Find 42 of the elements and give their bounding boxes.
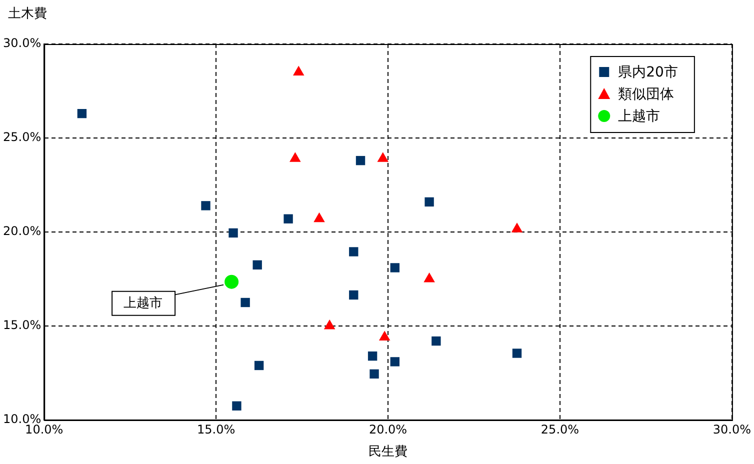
point <box>370 369 379 379</box>
x-tick-label: 30.0% <box>712 422 751 436</box>
annotation: 上越市 <box>124 296 163 312</box>
y-tick-label: 30.0% <box>2 36 42 50</box>
point <box>378 330 390 341</box>
y-tick-label: 25.0% <box>2 130 42 144</box>
point <box>368 351 378 361</box>
x-tick-label: 25.0% <box>540 422 580 436</box>
point <box>224 274 239 289</box>
point <box>511 222 523 232</box>
x-tick-label: 20.0% <box>368 422 408 436</box>
point <box>424 197 434 207</box>
point <box>512 348 522 358</box>
point <box>349 247 358 256</box>
x-tick-label: 15.0% <box>197 422 236 436</box>
point <box>390 357 400 366</box>
point <box>314 212 325 222</box>
legend-label: 上越市 <box>618 108 660 125</box>
point <box>201 201 210 210</box>
point <box>254 360 264 370</box>
point <box>349 290 358 300</box>
legend-label: 類似団体 <box>618 86 674 103</box>
point <box>240 298 250 308</box>
point <box>284 214 293 224</box>
point <box>390 263 400 272</box>
legend-label: 県内20市 <box>618 64 678 81</box>
point <box>228 228 238 238</box>
point <box>290 152 301 162</box>
x-tick-label: 10.0% <box>25 422 64 436</box>
x-axis-title: 民生費 <box>368 444 408 460</box>
point <box>356 156 366 166</box>
point <box>232 401 242 410</box>
point <box>252 260 262 270</box>
point <box>432 336 441 346</box>
y-axis-title: 土木費 <box>8 6 47 22</box>
y-tick-label: 15.0% <box>2 318 42 332</box>
point <box>292 66 304 76</box>
point <box>377 152 388 162</box>
point <box>424 272 435 282</box>
point <box>77 108 87 118</box>
y-tick-label: 20.0% <box>2 224 42 238</box>
point <box>324 320 336 330</box>
